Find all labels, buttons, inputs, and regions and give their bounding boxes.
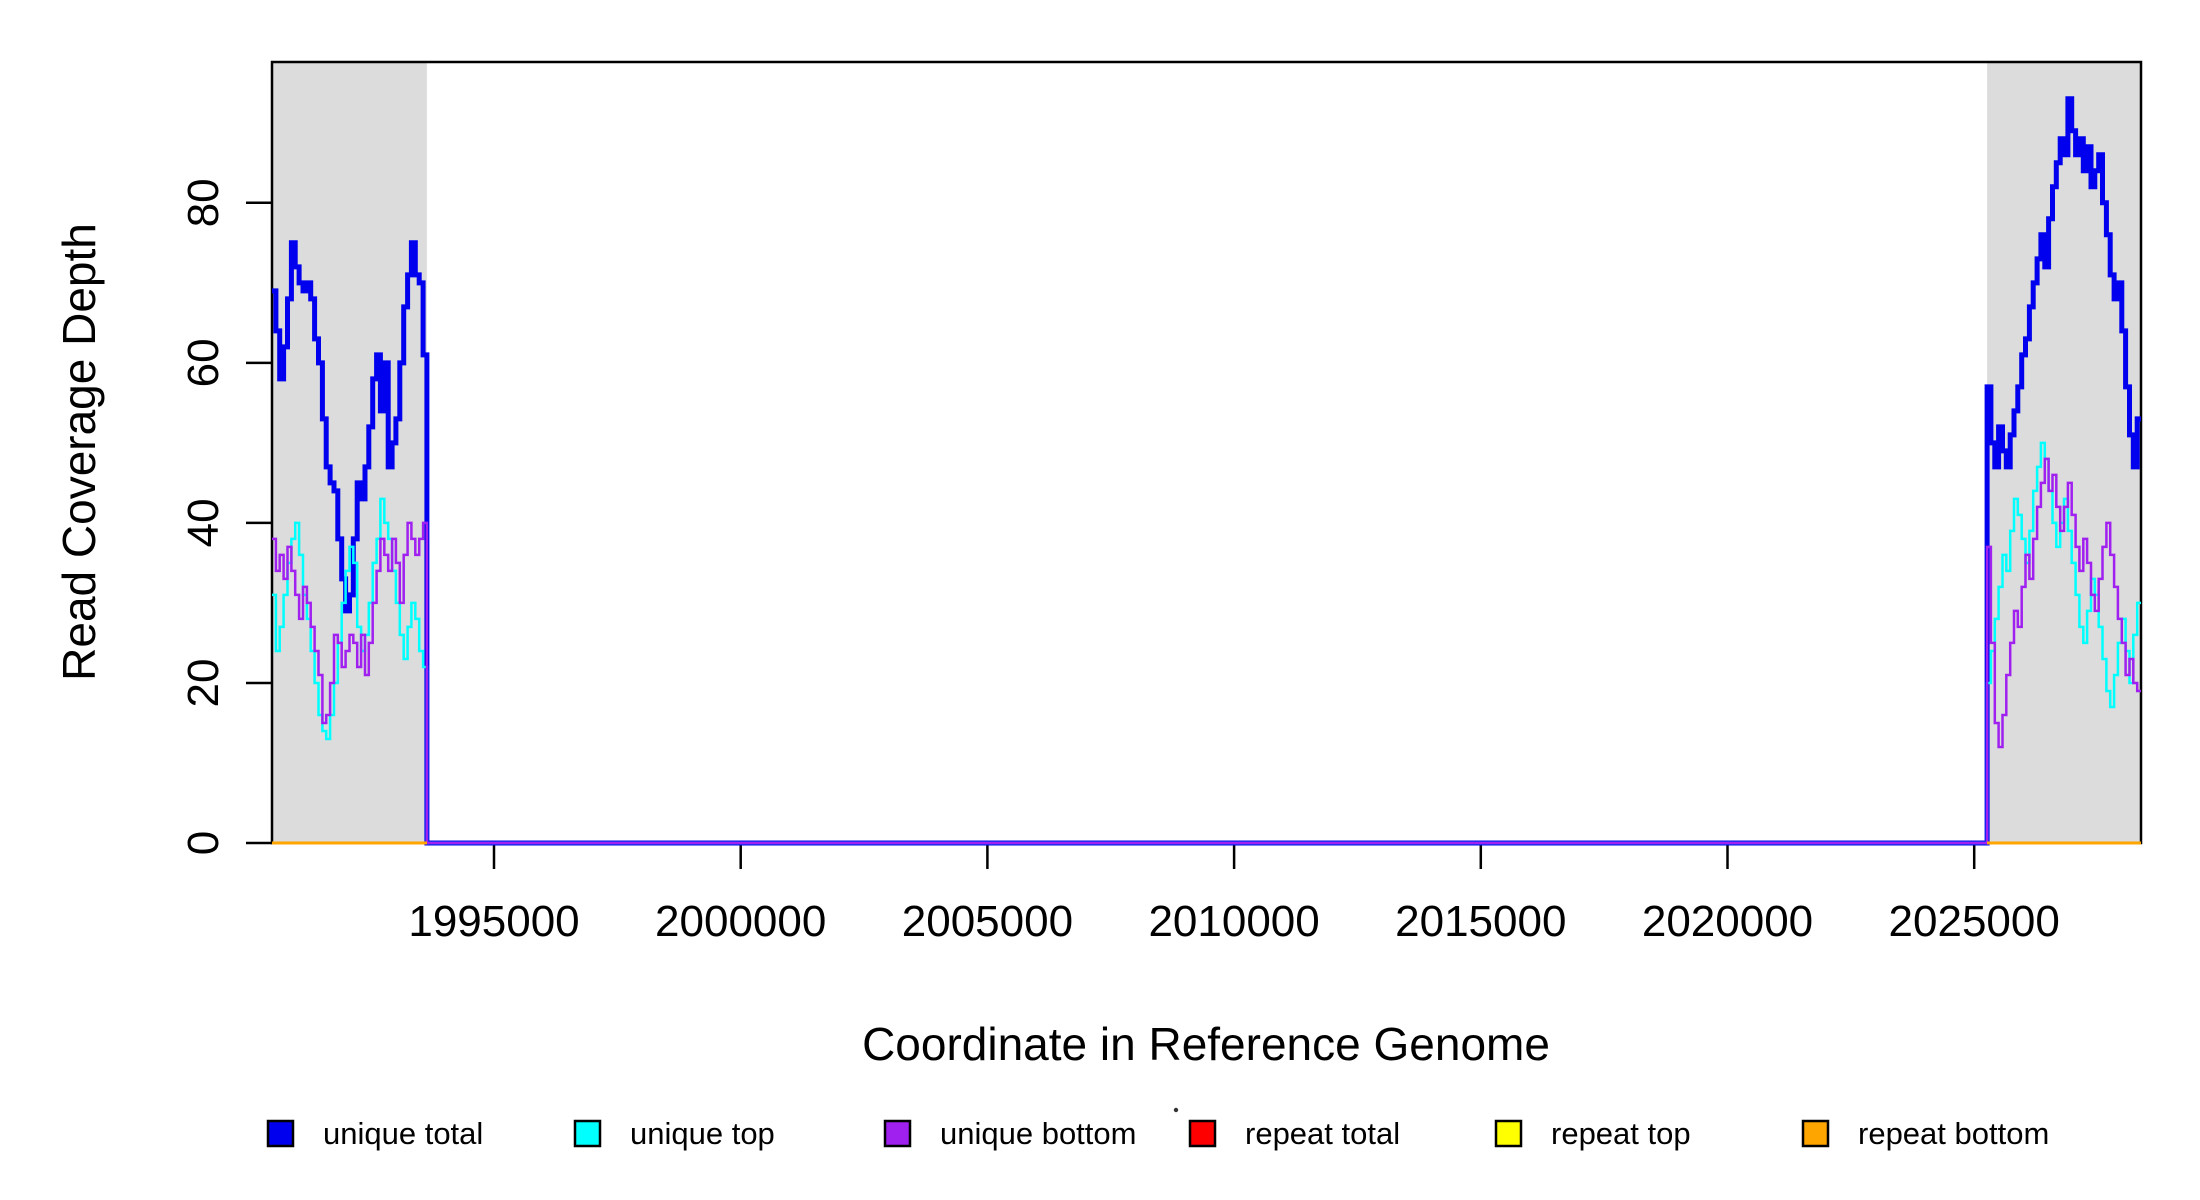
stray-dot bbox=[1173, 1107, 1179, 1113]
legend-label-unique-bottom: unique bottom bbox=[940, 1116, 1136, 1151]
y-tick-label: 0 bbox=[179, 831, 228, 855]
legend-label-unique-top: unique top bbox=[630, 1116, 775, 1151]
legend-item: repeat total bbox=[1188, 1116, 1400, 1151]
series-line-unique-bottom bbox=[272, 457, 2141, 845]
legend-swatch-unique-bottom bbox=[883, 1119, 912, 1148]
x-tick-label: 2010000 bbox=[1148, 897, 1319, 946]
shaded-regions bbox=[272, 62, 2141, 843]
shaded-region bbox=[1987, 62, 2141, 843]
legend-label-repeat-bottom: repeat bottom bbox=[1858, 1116, 2049, 1151]
legend-swatch-repeat-bottom bbox=[1801, 1119, 1830, 1148]
x-tick-label: 2025000 bbox=[1889, 897, 2060, 946]
legend-item: repeat bottom bbox=[1801, 1116, 2049, 1151]
legend-item: unique bottom bbox=[883, 1116, 1136, 1151]
legend-item: repeat top bbox=[1494, 1116, 1691, 1151]
legend-item: unique total bbox=[266, 1116, 483, 1151]
y-tick-label: 60 bbox=[179, 338, 228, 387]
x-tick-label: 2000000 bbox=[655, 897, 826, 946]
y-axis-title: Read Coverage Depth bbox=[53, 223, 105, 681]
legend-label-unique-total: unique total bbox=[323, 1116, 483, 1151]
x-tick-label: 2005000 bbox=[902, 897, 1073, 946]
x-tick-label: 2015000 bbox=[1395, 897, 1566, 946]
legend-swatch-repeat-top bbox=[1494, 1119, 1523, 1148]
x-tick-label: 1995000 bbox=[408, 897, 579, 946]
legend-swatch-unique-total bbox=[266, 1119, 295, 1148]
legend: unique total unique top unique bottom repea… bbox=[266, 1116, 2049, 1151]
y-tick-label: 40 bbox=[179, 498, 228, 547]
series-lines bbox=[272, 96, 2141, 846]
x-axis-title: Coordinate in Reference Genome bbox=[862, 1018, 1550, 1070]
legend-label-repeat-total: repeat total bbox=[1245, 1116, 1400, 1151]
y-tick-label: 80 bbox=[179, 178, 228, 227]
y-tick-label: 20 bbox=[179, 659, 228, 708]
legend-item: unique top bbox=[573, 1116, 775, 1151]
x-tick-label: 2020000 bbox=[1642, 897, 1813, 946]
legend-swatch-unique-top bbox=[573, 1119, 602, 1148]
legend-swatch-repeat-total bbox=[1188, 1119, 1217, 1148]
legend-label-repeat-top: repeat top bbox=[1551, 1116, 1691, 1151]
shaded-region bbox=[272, 62, 427, 843]
axes: 1995000 2000000 2005000 2010000 2015000 20200… bbox=[179, 178, 2060, 946]
